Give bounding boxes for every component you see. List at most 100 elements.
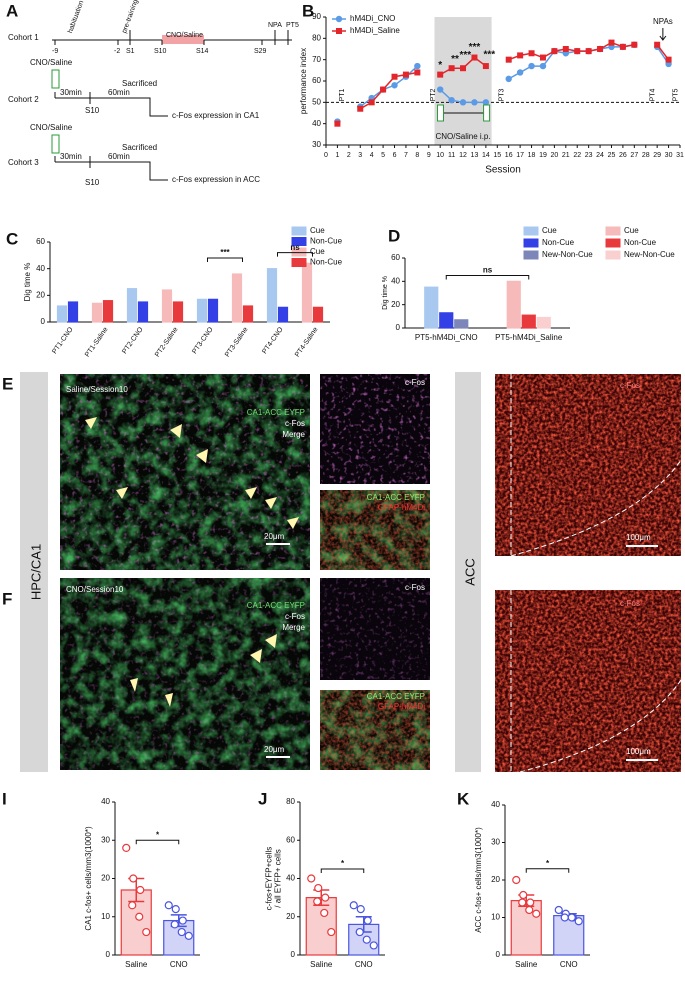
data-point (369, 941, 378, 950)
timeline-axis (54, 156, 168, 181)
y-tick-label: 0 (496, 950, 501, 959)
x-tick-label: 5 (381, 152, 385, 159)
cohort-label: Cohort 2 (8, 95, 39, 104)
micrograph-texture (60, 374, 310, 570)
significance-bracket (445, 275, 530, 280)
legend-swatch (605, 238, 621, 248)
y-tick-label: 40 (491, 800, 500, 809)
data-point (619, 43, 626, 50)
channel-label: c-Fos (620, 599, 640, 608)
y-tick-label: 20 (101, 874, 110, 883)
x-tick-label: 22 (573, 152, 581, 159)
y-tick-label: 70 (312, 55, 321, 64)
treatment-label: CNO/Saline (30, 123, 73, 132)
bar (196, 298, 208, 323)
panel-label: I (2, 789, 7, 808)
boundary-line (510, 459, 682, 557)
data-point (307, 874, 316, 883)
x-tick-label: 18 (528, 152, 536, 159)
x-tick-label: CNO (355, 960, 373, 969)
significance-bracket (135, 839, 180, 845)
inset-texture (320, 578, 430, 680)
bar (521, 314, 536, 329)
panel-label: J (258, 789, 267, 808)
data-point (448, 65, 455, 72)
tick-label: -9 (52, 48, 58, 55)
y-axis-label: ACC c-fos+ cells/mm3(1000*) (474, 827, 483, 933)
channel-label: GFAP-hM4Di (378, 702, 425, 711)
panel-label: D (388, 226, 400, 245)
y-tick-label: 90 (312, 12, 321, 21)
data-point (128, 901, 137, 910)
panel-label: C (6, 229, 18, 248)
legend-swatch (291, 226, 307, 236)
x-tick-label: PT4-CNO (261, 326, 285, 356)
legend-label: Cue (310, 247, 325, 256)
y-tick-label: 60 (312, 76, 321, 85)
data-point (597, 46, 604, 52)
data-point (320, 908, 329, 918)
panel-label: E (2, 374, 13, 393)
bar (277, 306, 289, 323)
data-point (380, 86, 387, 93)
y-axis-label: c-fos+EYFP+cells (265, 847, 274, 911)
scale-label: 20μm (264, 745, 285, 754)
data-point (170, 920, 179, 929)
channel-label: c-Fos (285, 612, 305, 621)
data-point (362, 935, 371, 944)
channel-label: CA1-ACC EYFP (367, 692, 425, 701)
data-point (136, 885, 145, 895)
annotation: PT4 (649, 88, 656, 101)
x-tick-label: 27 (630, 152, 638, 159)
y-tick-label: 40 (312, 119, 321, 128)
y-tick-label: 60 (286, 835, 295, 844)
legend-swatch (291, 237, 307, 246)
data-point (448, 97, 455, 104)
x-tick-label: PT1-CNO (51, 326, 75, 356)
x-tick-label: PT1-Saline (84, 326, 110, 358)
cohort-label: Cohort 3 (8, 158, 39, 167)
x-tick-label: 12 (459, 152, 467, 159)
legend-swatch (291, 247, 307, 257)
data-point (528, 62, 535, 70)
bar (266, 268, 278, 323)
data-point (574, 48, 581, 55)
interval-label: 60min (108, 88, 130, 97)
data-point (436, 86, 444, 93)
x-tick-label: 10 (436, 152, 444, 159)
arrowheads (130, 634, 277, 707)
data-point (539, 62, 547, 70)
interval-label: 30min (60, 152, 82, 161)
y-tick-label: 40 (101, 797, 110, 806)
panel-label: A (6, 1, 18, 20)
legend-label: Non-Cue (624, 238, 657, 247)
x-tick-label: PT2-Saline (154, 326, 180, 358)
bar (312, 306, 324, 323)
interval-label: 60min (108, 152, 130, 161)
x-tick-label: 1 (335, 152, 339, 159)
significance-bracket (207, 257, 243, 262)
x-tick-label: 20 (550, 152, 558, 159)
y-tick-label: 20 (391, 300, 400, 309)
bar (439, 312, 454, 329)
data-point (313, 897, 322, 906)
x-tick-label: Saline (515, 960, 538, 969)
legend-label: hM4Di_Saline (350, 26, 400, 35)
annotation: * (156, 830, 160, 839)
data-point (135, 912, 144, 921)
y-tick-label: 80 (286, 797, 295, 806)
y-tick-label: 10 (491, 913, 500, 922)
legend-label: Non-Cue (310, 237, 343, 246)
annotation: *** (469, 42, 481, 53)
bar (172, 301, 184, 323)
legend-swatch (291, 258, 307, 267)
x-tick-label: 0 (324, 152, 328, 159)
data-point (554, 905, 563, 915)
channel-label: c-Fos (620, 381, 640, 390)
annotation: ns (483, 266, 493, 275)
data-point (327, 927, 336, 937)
outcome-label: c-Fos expression in ACC (172, 175, 260, 184)
x-tick-label: Saline (125, 960, 148, 969)
legend-swatch (523, 238, 539, 248)
x-tick-label: 21 (562, 152, 570, 159)
